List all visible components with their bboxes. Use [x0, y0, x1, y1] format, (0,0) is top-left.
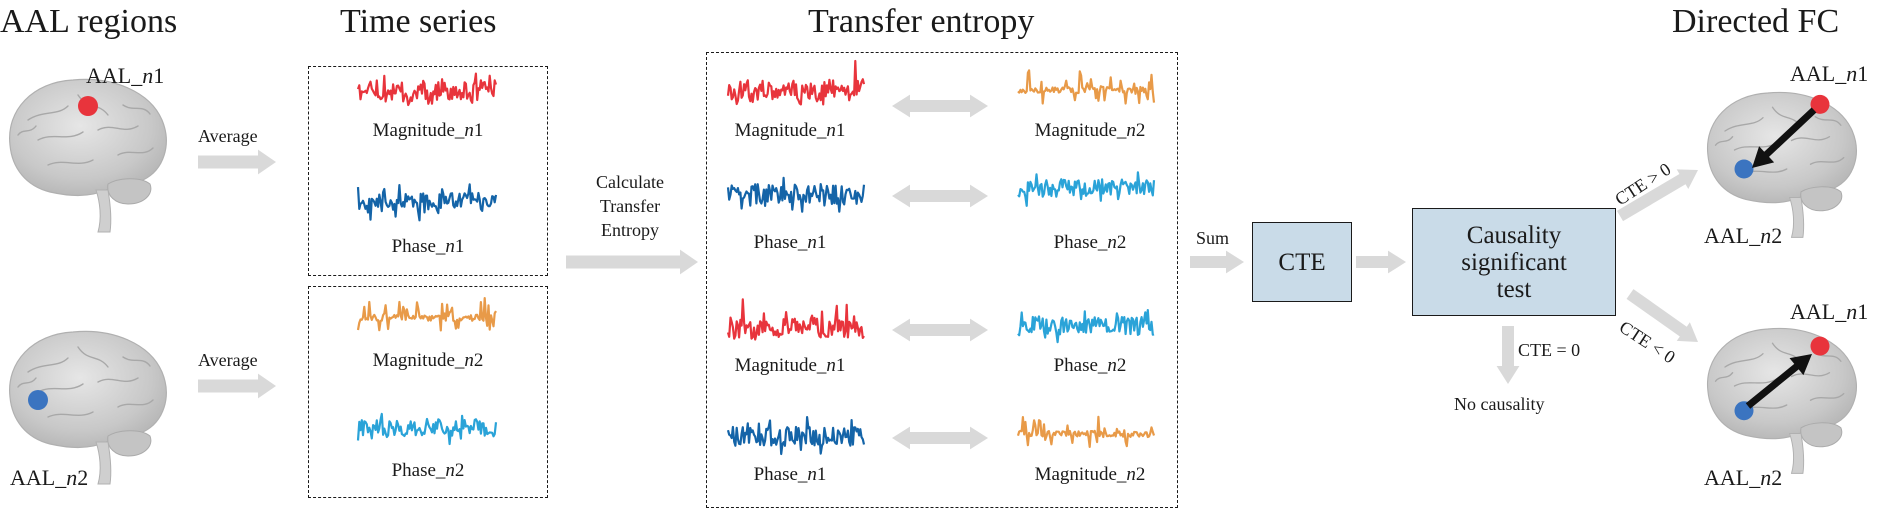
ts-label-phase-n1: Phase_n1	[391, 236, 465, 257]
fc-top-arrow-n1-to-n2	[1752, 107, 1817, 168]
te-label-r2-right: Phase_n2	[1053, 232, 1127, 253]
cte-eq-label: CTE = 0	[1518, 340, 1581, 360]
brain-fc-top	[1707, 91, 1857, 238]
fc-top-n1-dot	[1810, 94, 1830, 114]
time-series-group-n1	[308, 66, 548, 276]
ts-wave-phase-n2	[356, 412, 498, 446]
te-label-r4-left: Phase_n1	[753, 464, 827, 485]
calculate-label-line1: Calculate	[596, 172, 664, 192]
arrow-sum	[1190, 250, 1244, 274]
fc-bottom-label-n2: AAL_n2	[1704, 465, 1783, 490]
brain-region-n1	[9, 78, 167, 233]
te-wave-r3-right	[1017, 309, 1155, 344]
causality-test-line1: Causality	[1466, 221, 1562, 249]
average-label-n1: Average	[198, 126, 258, 146]
no-causality-label: No causality	[1454, 394, 1545, 414]
ts-wave-magnitude-n1	[356, 72, 498, 107]
ts-label-magnitude-n2: Magnitude_n2	[372, 350, 484, 371]
fc-top-label-n1: AAL_n1	[1790, 61, 1869, 86]
header-directed-fc: Directed FC	[1672, 3, 1840, 40]
te-wave-r1-left	[726, 59, 866, 106]
calculate-label-line3: Entropy	[601, 220, 659, 240]
header-time-series: Time series	[340, 3, 497, 40]
arrow-te-pair-4	[892, 426, 988, 450]
arrow-average-n2	[198, 373, 276, 399]
te-wave-r4-right	[1016, 415, 1156, 448]
header-transfer-entropy: Transfer entropy	[808, 3, 1035, 40]
region-n1-dot	[78, 96, 98, 116]
arrow-cte-gt	[1616, 169, 1698, 222]
ts-label-magnitude-n1: Magnitude_n1	[372, 120, 484, 141]
te-wave-r2-right	[1017, 171, 1156, 207]
region-n2-dot	[28, 390, 48, 410]
average-label-n2: Average	[198, 350, 258, 370]
causality-test-line2: significant	[1461, 248, 1567, 276]
arrow-cte-to-test	[1356, 250, 1406, 274]
ts-label-phase-n2: Phase_n2	[391, 460, 465, 481]
arrow-te-pair-2	[892, 184, 988, 208]
fc-top-label-n2: AAL_n2	[1704, 223, 1783, 248]
arrow-cte-eq	[1496, 326, 1520, 384]
te-label-r1-left: Magnitude_n1	[734, 120, 846, 141]
cte-box-label: CTE	[1278, 248, 1326, 276]
arrow-average-n1	[198, 149, 276, 175]
te-label-r4-right: Magnitude_n2	[1034, 464, 1146, 485]
te-wave-r4-left	[726, 416, 866, 456]
brain-fc-bottom	[1707, 327, 1857, 474]
arrow-te-pair-3	[892, 318, 988, 342]
fc-bottom-label-n1: AAL_n1	[1790, 299, 1869, 324]
header-aal-regions: AAL regions	[0, 3, 178, 40]
fc-bottom-n1-dot	[1810, 336, 1830, 356]
te-wave-r1-right	[1017, 69, 1156, 105]
te-wave-r3-left	[726, 298, 865, 341]
causality-test-line3: test	[1496, 275, 1532, 303]
brain-region-n2	[9, 330, 167, 485]
fc-bottom-arrow-n2-to-n1	[1745, 354, 1812, 409]
arrow-cte-lt	[1626, 289, 1698, 342]
arrow-te-pair-1	[892, 94, 988, 118]
calculate-label-line2: Transfer	[599, 196, 661, 216]
sum-label: Sum	[1196, 228, 1230, 248]
ts-wave-magnitude-n2	[356, 297, 497, 332]
region-label-n2: AAL_n2	[10, 465, 89, 490]
ts-wave-phase-n1	[356, 183, 498, 222]
te-label-r3-right: Phase_n2	[1053, 355, 1127, 376]
arrow-calculate-te	[566, 249, 698, 275]
time-series-group-n2	[308, 286, 548, 498]
region-label-n1: AAL_n1	[86, 63, 165, 88]
te-label-r1-right: Magnitude_n2	[1034, 120, 1146, 141]
te-label-r2-left: Phase_n1	[753, 232, 827, 253]
cte-box: CTE	[1252, 222, 1352, 302]
te-wave-r2-left	[726, 176, 866, 213]
fc-top-n2-dot	[1734, 159, 1754, 179]
causality-test-box: Causality significant test	[1412, 208, 1616, 316]
te-label-r3-left: Magnitude_n1	[734, 355, 846, 376]
